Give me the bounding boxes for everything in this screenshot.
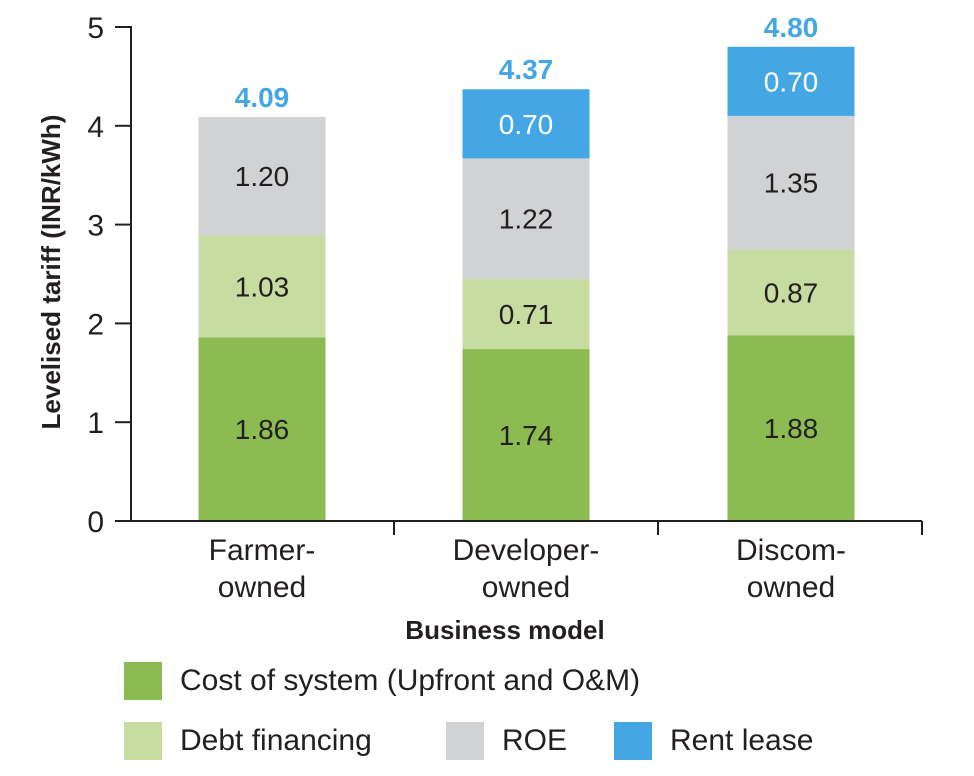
data-label-developer-owned-debt-financing: 0.71 — [499, 299, 554, 330]
x-tick-label-farmer-owned-line1: Farmer- — [209, 534, 316, 567]
bar-farmer-owned-debt-financing — [198, 235, 326, 338]
data-label-discom-owned-cost-of-system-upfront-and-o-m: 1.88 — [764, 413, 819, 444]
bar-developer-owned-debt-financing — [462, 278, 590, 350]
data-label-discom-owned-roe: 1.35 — [764, 168, 819, 199]
x-axis-label: Business model — [405, 615, 604, 645]
data-label-developer-owned-rent-lease: 0.70 — [499, 109, 554, 140]
bar-developer-owned-roe — [462, 158, 590, 279]
legend-swatch-roe — [446, 722, 484, 760]
y-tick-label-4: 4 — [87, 111, 104, 144]
bar-farmer-owned-roe — [198, 116, 326, 236]
data-label-farmer-owned-debt-financing: 1.03 — [235, 271, 290, 302]
data-label-discom-owned-rent-lease: 0.70 — [764, 66, 819, 97]
bar-developer-owned-rent-lease — [462, 89, 590, 159]
legend-label-rent-lease: Rent lease — [670, 724, 814, 757]
legend-item-cost-of-system: Cost of system (Upfront and O&M) — [124, 662, 640, 700]
bar-discom-owned-rent-lease — [727, 46, 855, 116]
y-tick-label-2: 2 — [87, 308, 104, 341]
legend-label-debt-financing: Debt financing — [180, 724, 372, 757]
x-tick-label-developer-owned-line2: owned — [482, 571, 570, 604]
bar-discom-owned-cost-of-system-upfront-and-o-m — [727, 335, 855, 521]
y-tick-label-1: 1 — [87, 407, 104, 440]
y-tick-label-0: 0 — [87, 506, 104, 539]
total-label-discom-owned: 4.80 — [764, 12, 819, 43]
y-tick-label-5: 5 — [87, 12, 104, 45]
plot-area: 1.86 1.03 1.20 4.09 1.74 0.71 1.22 0.70 4.37 1.88… — [87, 12, 923, 604]
x-tick-label-farmer-owned-line2: owned — [218, 571, 306, 604]
x-tick-label-discom-owned-line2: owned — [747, 571, 835, 604]
data-label-farmer-owned-cost-of-system-upfront-and-o-m: 1.86 — [235, 414, 290, 445]
data-label-farmer-owned-roe: 1.20 — [235, 161, 290, 192]
total-label-farmer-owned: 4.09 — [235, 82, 290, 113]
legend-swatch-rent-lease — [614, 722, 652, 760]
bar-discom-owned-debt-financing — [727, 249, 855, 336]
data-label-developer-owned-cost-of-system-upfront-and-o-m: 1.74 — [499, 420, 554, 451]
bar-farmer-owned-cost-of-system-upfront-and-o-m — [198, 337, 326, 521]
data-label-discom-owned-debt-financing: 0.87 — [764, 277, 819, 308]
legend-label-cost-of-system: Cost of system (Upfront and O&M) — [180, 664, 641, 697]
legend-swatch-cost-of-system — [124, 662, 162, 700]
x-tick-label-developer-owned-line1: Developer- — [453, 534, 600, 567]
legend-item-roe: ROE — [446, 722, 567, 760]
bar-discom-owned-roe — [727, 115, 855, 250]
y-axis-label: Levelised tariff (INR/kWh) — [36, 115, 66, 430]
stacked-bar-chart: 1.86 1.03 1.20 4.09 1.74 0.71 1.22 0.70 4.37 1.88… — [36, 12, 923, 645]
legend-label-roe: ROE — [502, 724, 568, 757]
total-label-developer-owned: 4.37 — [499, 54, 554, 85]
data-label-developer-owned-roe: 1.22 — [499, 204, 554, 235]
y-tick-label-3: 3 — [87, 210, 104, 243]
legend-item-rent-lease: Rent lease — [614, 722, 813, 760]
legend-item-debt-financing: Debt financing — [124, 722, 372, 760]
x-tick-label-discom-owned-line1: Discom- — [736, 534, 846, 567]
bar-developer-owned-cost-of-system-upfront-and-o-m — [462, 349, 590, 521]
legend-swatch-debt-financing — [124, 722, 162, 760]
